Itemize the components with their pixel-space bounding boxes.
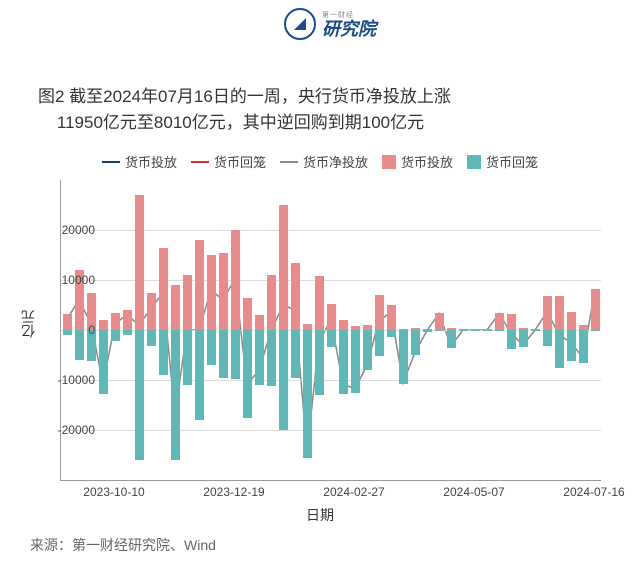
- bar-inject: [591, 289, 600, 330]
- bar-withdraw: [387, 330, 396, 337]
- y-tick-label: 10000: [62, 273, 95, 287]
- legend-bar-withdraw: 货币回笼: [467, 152, 538, 171]
- bar-withdraw: [147, 330, 156, 346]
- y-tick-label: 0: [88, 323, 95, 337]
- bar-withdraw: [291, 330, 300, 378]
- bar-inject: [339, 320, 348, 330]
- bar-inject: [231, 230, 240, 330]
- bar-withdraw: [243, 330, 252, 418]
- bar-withdraw: [63, 330, 72, 335]
- bar-inject: [195, 240, 204, 330]
- bar-inject: [435, 313, 444, 331]
- bar-withdraw: [75, 330, 84, 360]
- bar-withdraw: [483, 330, 492, 331]
- bar-withdraw: [567, 330, 576, 361]
- bar-withdraw: [591, 330, 600, 331]
- bar-inject: [183, 275, 192, 330]
- y-tick-label: 20000: [62, 223, 95, 237]
- bar-withdraw: [459, 330, 468, 331]
- bar-inject: [279, 205, 288, 330]
- x-tick-label: 2023-10-10: [83, 485, 144, 499]
- bar-withdraw: [339, 330, 348, 394]
- bar-withdraw: [183, 330, 192, 385]
- logo-brand: 研究院: [322, 20, 376, 38]
- bar-withdraw: [159, 330, 168, 375]
- bar-withdraw: [111, 330, 120, 341]
- bar-withdraw: [531, 330, 540, 331]
- bar-withdraw: [231, 330, 240, 379]
- bar-inject: [135, 195, 144, 330]
- bar-withdraw: [579, 330, 588, 363]
- bar-withdraw: [423, 330, 432, 332]
- bar-withdraw: [411, 330, 420, 355]
- bar-withdraw: [351, 330, 360, 393]
- bar-withdraw: [435, 330, 444, 331]
- x-tick-label: 2024-05-07: [443, 485, 504, 499]
- bar-withdraw: [171, 330, 180, 460]
- bar-withdraw: [267, 330, 276, 386]
- y-tick-label: -20000: [58, 423, 95, 437]
- bar-withdraw: [543, 330, 552, 346]
- bar-inject: [171, 285, 180, 330]
- x-axis-title: 日期: [0, 505, 640, 525]
- bar-inject: [243, 298, 252, 331]
- bar-withdraw: [447, 330, 456, 348]
- bar-withdraw: [219, 330, 228, 378]
- bar-withdraw: [99, 330, 108, 394]
- y-tick-label: -10000: [58, 373, 95, 387]
- bar-inject: [327, 304, 336, 331]
- bar-withdraw: [507, 330, 516, 349]
- bar-inject: [543, 296, 552, 330]
- bar-inject: [387, 305, 396, 330]
- x-tick-label: 2023-12-19: [203, 485, 264, 499]
- bar-withdraw: [375, 330, 384, 356]
- bar-withdraw: [495, 330, 504, 331]
- bar-withdraw: [279, 330, 288, 430]
- legend-line-net: 货币净投放: [280, 152, 368, 171]
- bar-withdraw: [555, 330, 564, 368]
- bar-inject: [63, 314, 72, 330]
- bar-inject: [315, 276, 324, 330]
- bar-withdraw: [207, 330, 216, 365]
- bar-inject: [255, 315, 264, 330]
- bar-inject: [159, 248, 168, 331]
- bar-inject: [219, 253, 228, 331]
- bar-withdraw: [195, 330, 204, 420]
- bar-inject: [555, 296, 564, 330]
- bar-inject: [375, 295, 384, 330]
- bar-inject: [207, 255, 216, 330]
- y-axis-title: 亿元: [18, 310, 38, 338]
- bar-withdraw: [135, 330, 144, 460]
- bar-withdraw: [519, 330, 528, 347]
- bar-inject: [123, 310, 132, 330]
- bar-withdraw: [327, 330, 336, 347]
- bar-withdraw: [123, 330, 132, 335]
- bar-inject: [495, 313, 504, 331]
- legend-line-inject: 货币投放: [102, 152, 177, 171]
- logo-icon: [284, 8, 316, 40]
- legend: 货币投放 货币回笼 货币净投放 货币投放 货币回笼: [0, 152, 640, 171]
- bar-withdraw: [399, 330, 408, 384]
- bar-withdraw: [363, 330, 372, 370]
- chart-title: 图2 截至2024年07月16日的一周，央行货币净投放上涨 11950亿元至80…: [38, 84, 451, 135]
- bar-withdraw: [303, 330, 312, 458]
- bar-inject: [567, 312, 576, 330]
- bar-inject: [99, 320, 108, 330]
- chart-area: [60, 180, 601, 481]
- bar-inject: [111, 313, 120, 331]
- bar-inject: [267, 275, 276, 330]
- legend-bar-inject: 货币投放: [382, 152, 453, 171]
- bar-inject: [147, 293, 156, 331]
- x-tick-label: 2024-02-27: [323, 485, 384, 499]
- bar-withdraw: [471, 330, 480, 331]
- legend-line-withdraw: 货币回笼: [191, 152, 266, 171]
- x-tick-label: 2024-07-16: [563, 485, 624, 499]
- bar-inject: [291, 263, 300, 331]
- bar-withdraw: [315, 330, 324, 395]
- bar-withdraw: [255, 330, 264, 385]
- brand-logo: 第一财经 研究院: [284, 8, 376, 40]
- source-text: 来源：第一财经研究院、Wind: [30, 535, 216, 555]
- bar-inject: [507, 314, 516, 330]
